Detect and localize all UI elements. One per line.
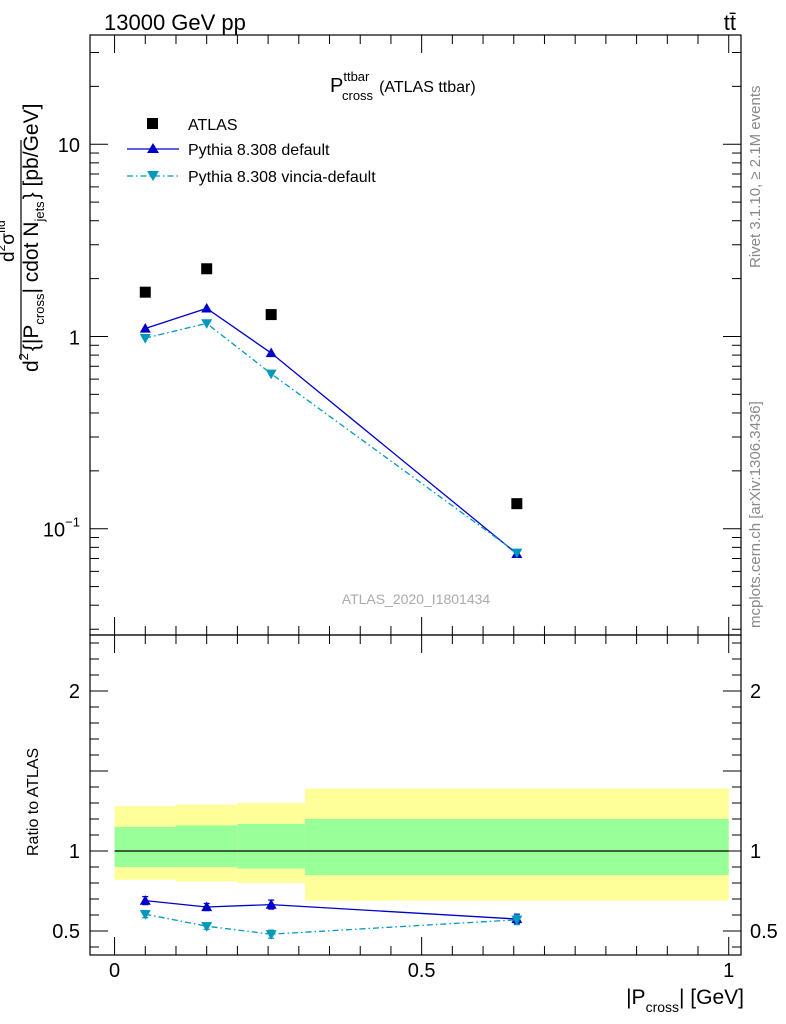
- title-main: P: [330, 75, 343, 97]
- ylabel-num-sigma: σ: [0, 233, 19, 245]
- legend-label-vincia: Pythia 8.308 vincia-default: [188, 169, 376, 186]
- ratio-point-pythia-8-308-default: [139, 895, 151, 905]
- plot-title: Pttbar cross (ATLAS ttbar): [330, 69, 476, 103]
- main-y-tick-label-base: 10: [58, 135, 80, 157]
- title-sup: ttbar: [343, 69, 370, 84]
- main-y-tick-label: 10−1: [43, 515, 80, 542]
- ratio-frame: [89, 634, 742, 956]
- main-y-tick-label: 10: [58, 135, 80, 157]
- ratio-y-tick-label-right: 1: [750, 841, 761, 863]
- ratio-y-tick-label: 1: [69, 841, 80, 863]
- legend-entry-default: Pythia 8.308 default: [127, 142, 330, 159]
- ratio-point-pythia-8-308-vincia-default: [139, 910, 151, 920]
- ratio-y-tick-label-right: 2: [750, 681, 761, 703]
- main-point-atlas: [201, 263, 213, 275]
- legend-marker-vincia: [147, 171, 159, 181]
- analysis-label: ATLAS_2020_I1801434: [342, 591, 491, 607]
- main-point-pythia-8-308-vincia-default: [265, 369, 277, 380]
- ratio-point-pythia-8-308-vincia-default: [201, 922, 213, 932]
- main-point-atlas: [139, 286, 151, 298]
- ratio-point-pythia-8-308-vincia-default: [265, 930, 277, 940]
- main-point-pythia-8-308-default: [265, 347, 277, 358]
- main-line-pythia-8-308-vincia-default: [145, 322, 518, 554]
- ratio-band-green: [175, 825, 238, 867]
- ratio-x-tick-label: 1: [723, 960, 734, 982]
- ratio-y-tick-label: 0.5: [52, 921, 80, 943]
- main-point-atlas: [511, 498, 523, 510]
- ratio-y-tick-label: 2: [69, 681, 80, 703]
- legend-marker-default: [147, 143, 159, 153]
- main-line-pythia-8-308-default: [145, 307, 518, 555]
- ylabel-close: } [pb/GeV]: [20, 104, 43, 200]
- ratio-y-tick-label-right: 0.5: [750, 921, 778, 943]
- rivet-label: Rivet 3.1.10, ≥ 2.1M events: [747, 86, 764, 269]
- main-point-pythia-8-308-default: [139, 323, 151, 333]
- ratio-x-tick-label: 0.5: [408, 960, 436, 982]
- legend: ATLAS Pythia 8.308 default Pythia 8.308 …: [127, 117, 376, 186]
- xlabel-sub: cross: [646, 999, 679, 1015]
- main-y-axis-label: d2 {|Pcross| cdot Njets} [pb/GeV]: [16, 104, 47, 372]
- xlabel-post: | [GeV]: [679, 986, 744, 1009]
- ratio-band-green: [237, 823, 305, 869]
- ratio-line-pythia-8-308-default: [145, 899, 517, 920]
- main-point-pythia-8-308-vincia-default: [511, 548, 523, 559]
- legend-entry-vincia: Pythia 8.308 vincia-default: [127, 169, 376, 186]
- legend-entry-atlas: ATLAS: [147, 117, 238, 134]
- ylabel-open: {|P: [20, 325, 43, 351]
- ratio-point-pythia-8-308-default: [201, 901, 213, 912]
- x-axis-label: |Pcross| [GeV]: [626, 986, 744, 1015]
- ylabel-d2-sup: 2: [16, 353, 31, 360]
- mcplots-label: mcplots.cern.ch [arXiv:1306.3436]: [747, 401, 764, 628]
- main-point-pythia-8-308-vincia-default: [139, 334, 151, 344]
- main-y-tick-label-base: 10: [43, 520, 65, 542]
- ratio-point-pythia-8-308-vincia-default: [511, 915, 523, 926]
- xlabel-pre: |P: [626, 986, 645, 1009]
- ratio-x-tick-label: 0: [109, 960, 120, 982]
- ratio-band-green: [304, 819, 729, 875]
- legend-label-atlas: ATLAS: [188, 117, 238, 134]
- ylabel-num-sup: 2: [0, 244, 8, 251]
- title-suffix: (ATLAS ttbar): [379, 79, 476, 96]
- main-y-tick-label: 1: [69, 327, 80, 349]
- ratio-axis-ticks: 0.5 0.5 1 1 2 2 0 0.5 1: [52, 635, 778, 982]
- ratio-point-pythia-8-308-default: [265, 899, 277, 909]
- main-point-pythia-8-308-default: [201, 302, 213, 313]
- ratio-line-pythia-8-308-vincia-default: [145, 913, 517, 935]
- ratio-panel: 0.5 0.5 1 1 2 2 0 0.5 1 Ratio to ATLAS |Pcross| …: [25, 634, 778, 1015]
- legend-label-default: Pythia 8.308 default: [188, 142, 330, 159]
- main-y-tick-label-exp: −1: [65, 515, 80, 530]
- process-label: tt̄: [724, 10, 736, 35]
- ylabel-d: d: [20, 360, 43, 372]
- ylabel-sub-cross: cross: [32, 293, 47, 325]
- main-point-atlas: [265, 309, 277, 321]
- ratio-plot-area: [114, 788, 729, 940]
- main-point-pythia-8-308-vincia-default: [201, 319, 213, 329]
- ylabel-sub-jets: jets: [32, 201, 47, 223]
- main-y-axis-label-numerator: d2σfid: [0, 220, 19, 262]
- ratio-y-axis-label: Ratio to ATLAS: [25, 748, 42, 856]
- title-sub: cross: [342, 88, 374, 103]
- ylabel-num-d: d: [0, 251, 19, 262]
- ylabel-mid: | cdot N: [20, 222, 43, 294]
- legend-marker-atlas: [147, 118, 158, 129]
- ratio-band-green: [114, 827, 176, 867]
- main-y-tick-label-base: 1: [69, 327, 80, 349]
- ylabel-num-fid: fid: [0, 220, 8, 233]
- main-plot-area: [139, 263, 523, 559]
- energy-label: 13000 GeV pp: [104, 10, 246, 35]
